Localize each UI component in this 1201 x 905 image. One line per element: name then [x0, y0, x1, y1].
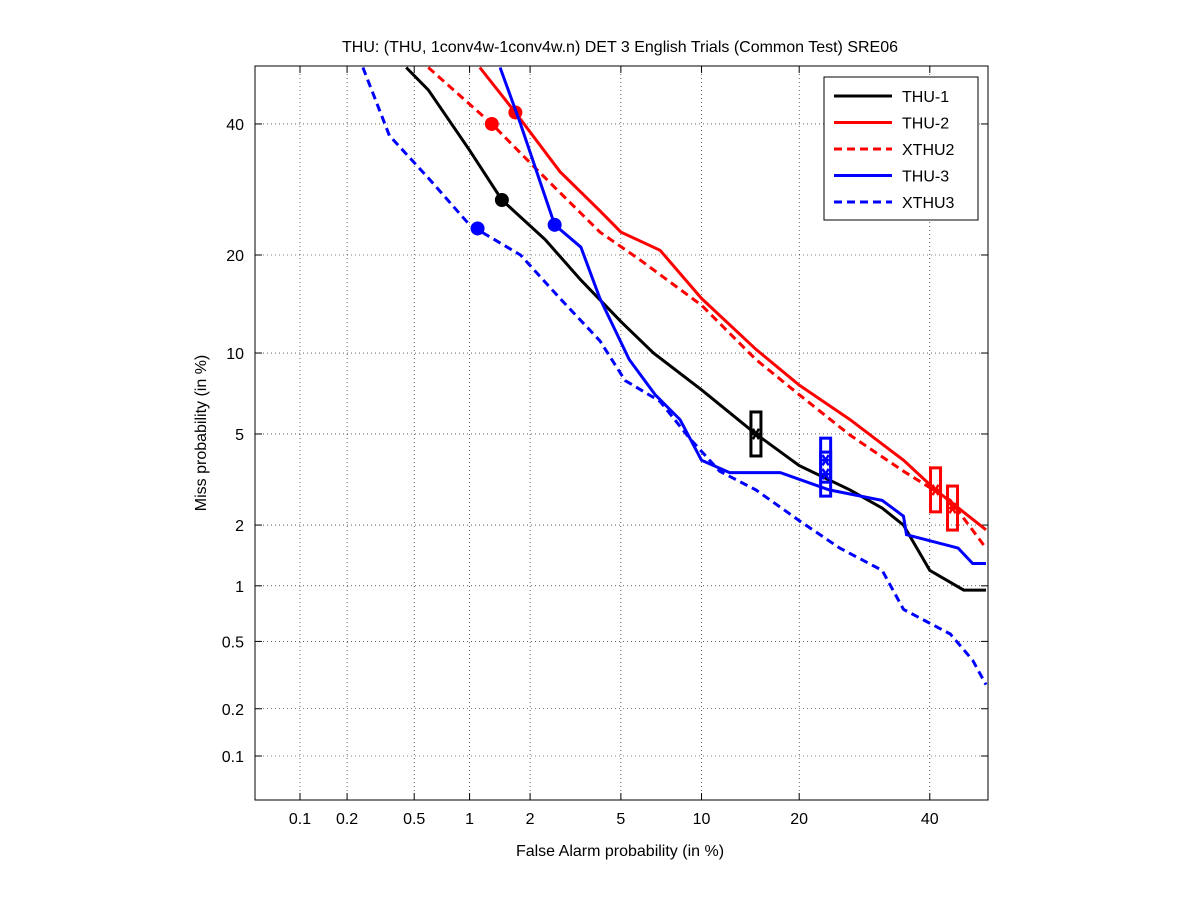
y-tick-label: 40: [226, 117, 244, 134]
legend-label-xthu2: XTHU2: [902, 142, 955, 159]
x-tick-label: 0.2: [336, 811, 358, 828]
y-tick-label: 0.1: [222, 749, 244, 766]
legend: THU-1 THU-2 XTHU2 THU-3 XTHU3: [823, 76, 979, 221]
plot-frame: [254, 65, 989, 801]
x-tick-label: 0.5: [403, 811, 425, 828]
y-tick-label: 0.5: [222, 634, 244, 651]
x-tick-label: 1: [465, 811, 474, 828]
tick-labels: 0.1 0.2 0.5 1 2 5 10 20 40 0.1 0.2 0.5 1 2 5 10 20 40: [222, 117, 939, 828]
x-tick-label: 40: [921, 811, 939, 828]
legend-label-thu-1: THU-1: [902, 89, 949, 106]
legend-label-thu-3: THU-3: [902, 169, 949, 186]
y-tick-label: 2: [235, 518, 244, 535]
grid-lines: [255, 66, 988, 800]
series-group: [361, 66, 988, 686]
series-line-thu-2: [478, 66, 987, 531]
x-tick-label: 20: [790, 811, 808, 828]
x-tick-label: 5: [616, 811, 625, 828]
y-tick-label: 10: [226, 346, 244, 363]
series-line-thu-1: [405, 66, 986, 592]
series-line-xthu3: [361, 66, 988, 686]
x-tick-label: 2: [526, 811, 535, 828]
min-dcf-marker-xthu2: [484, 116, 499, 131]
x-tick-label: 10: [693, 811, 711, 828]
series-line-thu-3: [498, 66, 986, 565]
x-axis-label: False Alarm probability (in %): [516, 843, 724, 860]
y-tick-label: 1: [235, 579, 244, 596]
actual-dcf-star-xthu2: [946, 502, 959, 514]
y-axis-label: Miss probability (in %): [193, 355, 210, 511]
legend-label-xthu3: XTHU3: [902, 195, 955, 212]
y-tick-label: 20: [226, 248, 244, 265]
y-tick-label: 0.2: [222, 702, 244, 719]
min-dcf-marker-thu-1: [494, 193, 509, 208]
y-tick-label: 5: [235, 427, 244, 444]
legend-box: [823, 76, 979, 221]
legend-label-thu-2: THU-2: [902, 116, 949, 133]
actual-dcf-star-thu-1: [749, 428, 762, 440]
actual-dcf-star-xthu3: [819, 468, 832, 480]
chart-title: THU: (THU, 1conv4w-1conv4w.n) DET 3 Engl…: [342, 39, 898, 56]
min-dcf-marker-xthu3: [470, 221, 485, 236]
x-tick-label: 0.1: [289, 811, 311, 828]
min-dcf-marker-thu-3: [547, 217, 562, 232]
